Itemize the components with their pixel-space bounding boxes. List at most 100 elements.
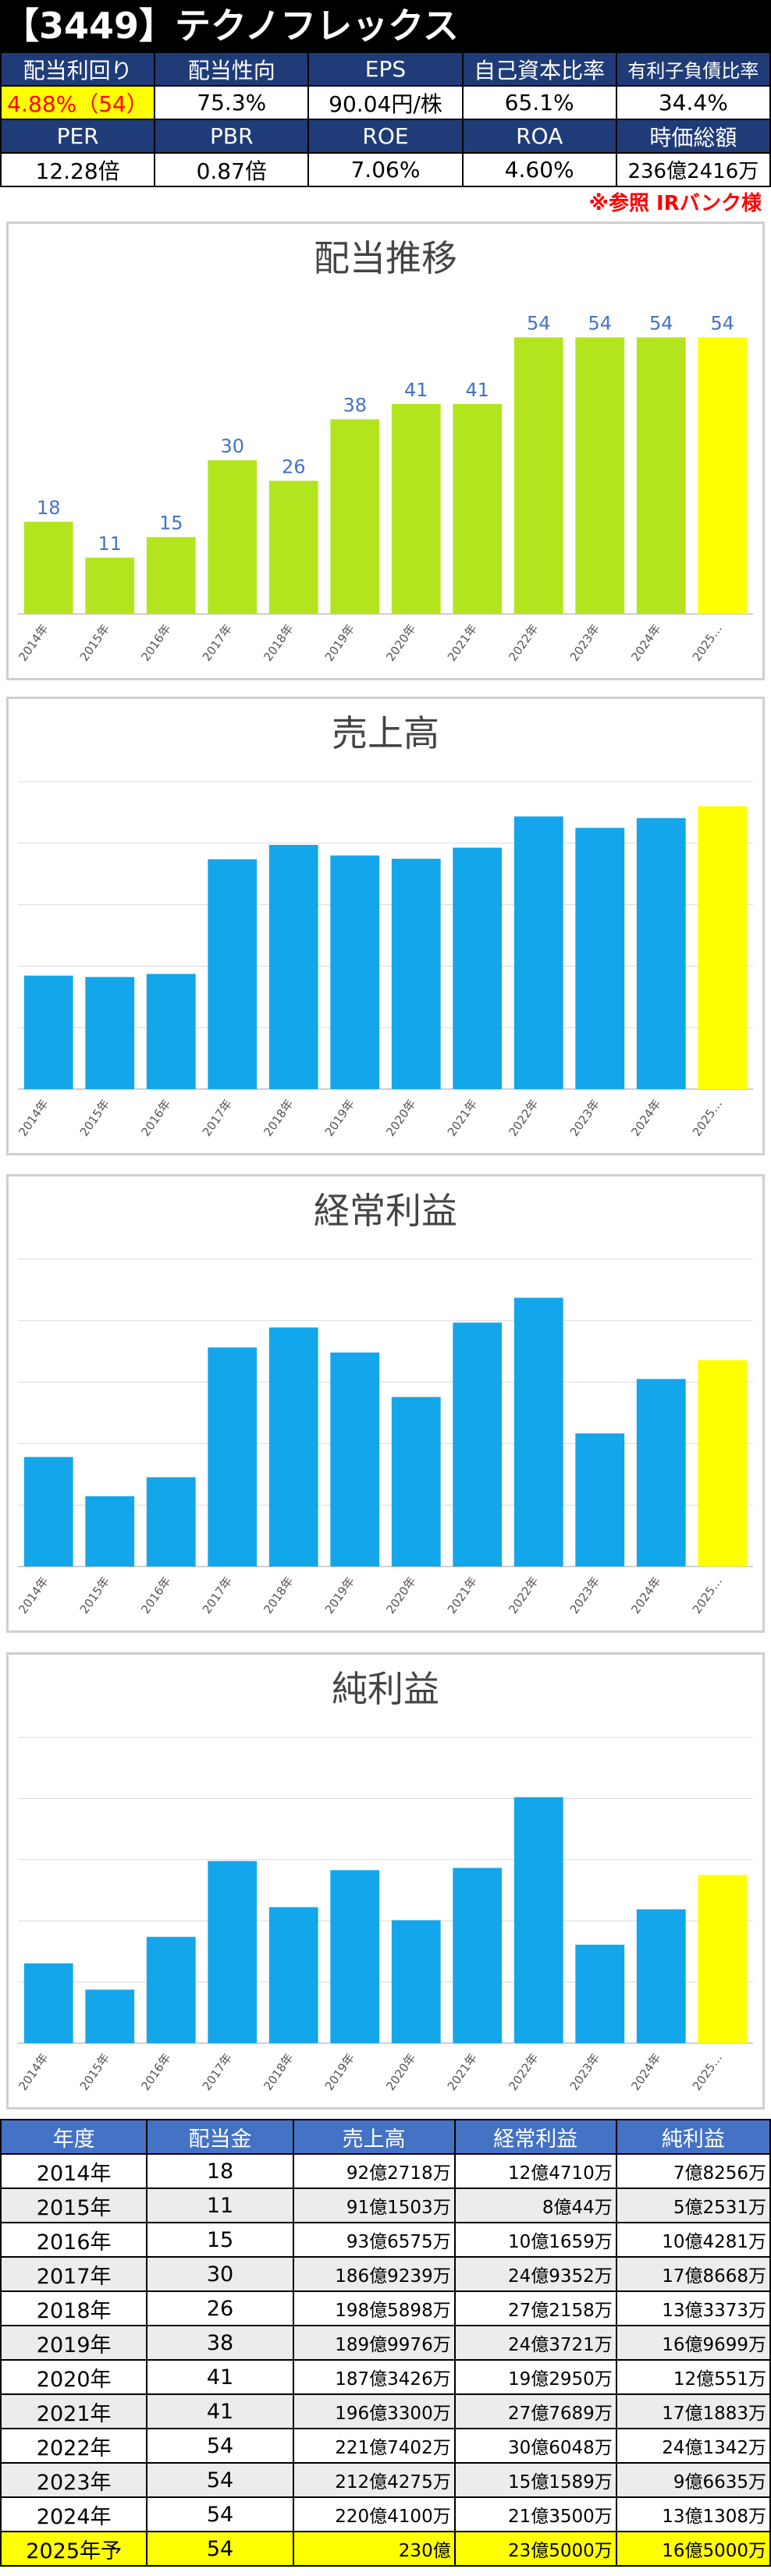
data-label: 54 xyxy=(649,312,673,334)
tick-label: 2018年 xyxy=(261,622,296,664)
table-cell: 16億9699万 xyxy=(615,2325,771,2361)
ordinary-profit-chart: 経常利益 2014年 2015年 2016年 2017年 2018年 2019年 2020年 2… xyxy=(16,1190,753,1616)
tick-label: 2019年 xyxy=(322,1097,357,1139)
bar xyxy=(146,974,196,1089)
column-header: 配当金 xyxy=(146,2119,294,2155)
tick-label: 2022年 xyxy=(506,1574,541,1616)
table-cell: 2019年 xyxy=(0,2325,148,2361)
table-cell: 12億551万 xyxy=(615,2359,771,2395)
table-cell: 2024年 xyxy=(0,2496,148,2532)
metric-header: 自己資本比率 xyxy=(461,51,617,87)
bar xyxy=(208,1861,258,2043)
table-cell: 11 xyxy=(146,2187,294,2223)
tick-label: 2017年 xyxy=(200,1097,235,1139)
bar xyxy=(85,1496,135,1567)
table-row: 2020年 41 187億3426万 19億2950万 12億551万 xyxy=(0,2359,771,2395)
table-cell: 2017年 xyxy=(0,2256,148,2292)
bar xyxy=(513,1797,563,2043)
metric-value: 75.3% xyxy=(154,85,310,120)
metric-header: ROE xyxy=(307,119,464,154)
table-cell: 13億3373万 xyxy=(615,2290,771,2326)
metric-value: 12.28倍 xyxy=(0,152,156,187)
tick-label: 2016年 xyxy=(138,622,173,664)
tick-label: 2014年 xyxy=(16,2051,51,2093)
dividend-chart: 配当推移 18 2014年 11 2015年 15 2016年 30 2017年 26 2018年 3… xyxy=(16,237,753,664)
tick-label: 2020年 xyxy=(383,1097,418,1139)
table-cell: 18 xyxy=(146,2153,294,2189)
table-row: 2025年予 54 230億 23億5000万 16億5000万 xyxy=(0,2531,771,2567)
sales-chart-panel: 売上高 2014年 2015年 2016年 2017年 2018年 2019年 2020年 20… xyxy=(6,697,765,1155)
table-cell: 220億4100万 xyxy=(292,2496,456,2532)
tick-label: 2015年 xyxy=(77,622,112,664)
bar xyxy=(146,1477,196,1567)
tick-label: 2024年 xyxy=(628,2051,663,2093)
table-cell: 16億5000万 xyxy=(615,2531,771,2567)
bar xyxy=(575,1433,625,1567)
table-cell: 27億7689万 xyxy=(453,2393,617,2429)
table-cell: 2016年 xyxy=(0,2222,148,2258)
data-label: 41 xyxy=(404,379,428,401)
tick-label: 2016年 xyxy=(138,2051,173,2093)
tick-label: 2016年 xyxy=(138,1574,173,1616)
bar xyxy=(698,337,748,614)
page-title: 【3449】テクノフレックス xyxy=(0,0,771,51)
bar xyxy=(453,1322,503,1567)
table-cell: 17億8668万 xyxy=(615,2256,771,2292)
tick-label: 2019年 xyxy=(322,2051,357,2093)
table-cell: 54 xyxy=(146,2496,294,2532)
tick-label: 2024年 xyxy=(628,1574,663,1616)
table-cell: 221億7402万 xyxy=(292,2428,456,2464)
metric-header: EPS xyxy=(307,51,464,87)
net-profit-chart: 純利益 2014年 2015年 2016年 2017年 2018年 2019年 2020年 20… xyxy=(16,1668,753,2093)
column-header: 売上高 xyxy=(292,2119,456,2155)
table-cell: 15億1589万 xyxy=(453,2462,617,2498)
table-cell: 10億1659万 xyxy=(453,2222,617,2258)
net-profit-chart-panel: 純利益 2014年 2015年 2016年 2017年 2018年 2019年 2020年 20… xyxy=(6,1652,765,2109)
tick-label: 2015年 xyxy=(77,1097,112,1139)
tick-label: 2014年 xyxy=(16,622,51,664)
data-label: 30 xyxy=(220,435,244,457)
metric-header: ROA xyxy=(461,119,617,154)
table-cell: 2020年 xyxy=(0,2359,148,2395)
table-row: 2018年 26 198億5898万 27億2158万 13億3373万 xyxy=(0,2290,771,2326)
table-cell: 54 xyxy=(146,2531,294,2567)
table-cell: 24億3721万 xyxy=(453,2325,617,2361)
tick-label: 2025… xyxy=(690,622,725,664)
tick-label: 2022年 xyxy=(506,2051,541,2093)
table-cell: 187億3426万 xyxy=(292,2359,456,2395)
bar xyxy=(85,1989,135,2043)
bar xyxy=(391,1920,441,2043)
bar xyxy=(513,1297,563,1567)
table-cell: 91億1503万 xyxy=(292,2187,456,2223)
bar xyxy=(330,1870,380,2043)
table-row: 2021年 41 196億3300万 27億7689万 17億1883万 xyxy=(0,2393,771,2429)
metric-header: 配当性向 xyxy=(154,51,310,87)
bar xyxy=(85,977,135,1089)
summary-table: 年度 配当金 売上高 経常利益 純利益 2014年 18 92億2718万 12億47… xyxy=(0,2119,771,2567)
tick-label: 2024年 xyxy=(628,1097,663,1139)
table-cell: 30億6048万 xyxy=(453,2428,617,2464)
bar xyxy=(23,1457,73,1567)
bar xyxy=(23,521,73,614)
bar xyxy=(330,419,380,614)
metric-value: 65.1% xyxy=(461,85,617,120)
chart-title: 純利益 xyxy=(332,1668,439,1710)
metric-header: 時価総額 xyxy=(615,119,771,154)
table-row: 2016年 15 93億6575万 10億1659万 10億4281万 xyxy=(0,2222,771,2258)
table-cell: 2022年 xyxy=(0,2428,148,2464)
table-cell: 54 xyxy=(146,2428,294,2464)
tick-label: 2014年 xyxy=(16,1574,51,1616)
table-cell: 2015年 xyxy=(0,2187,148,2223)
bar xyxy=(513,337,563,614)
tick-label: 2015年 xyxy=(77,1574,112,1616)
metric-header: 配当利回り xyxy=(0,51,156,87)
bar xyxy=(85,557,135,614)
metric-header: PER xyxy=(0,119,156,154)
table-row: 2017年 30 186億9239万 24億9352万 17億8668万 xyxy=(0,2256,771,2292)
table-cell: 198億5898万 xyxy=(292,2290,456,2326)
table-row: 2014年 18 92億2718万 12億4710万 7億8256万 xyxy=(0,2153,771,2189)
chart-title: 売上高 xyxy=(332,712,439,754)
table-row: 2022年 54 221億7402万 30億6048万 24億1342万 xyxy=(0,2428,771,2464)
bar xyxy=(268,845,318,1089)
table-cell: 19億2950万 xyxy=(453,2359,617,2395)
